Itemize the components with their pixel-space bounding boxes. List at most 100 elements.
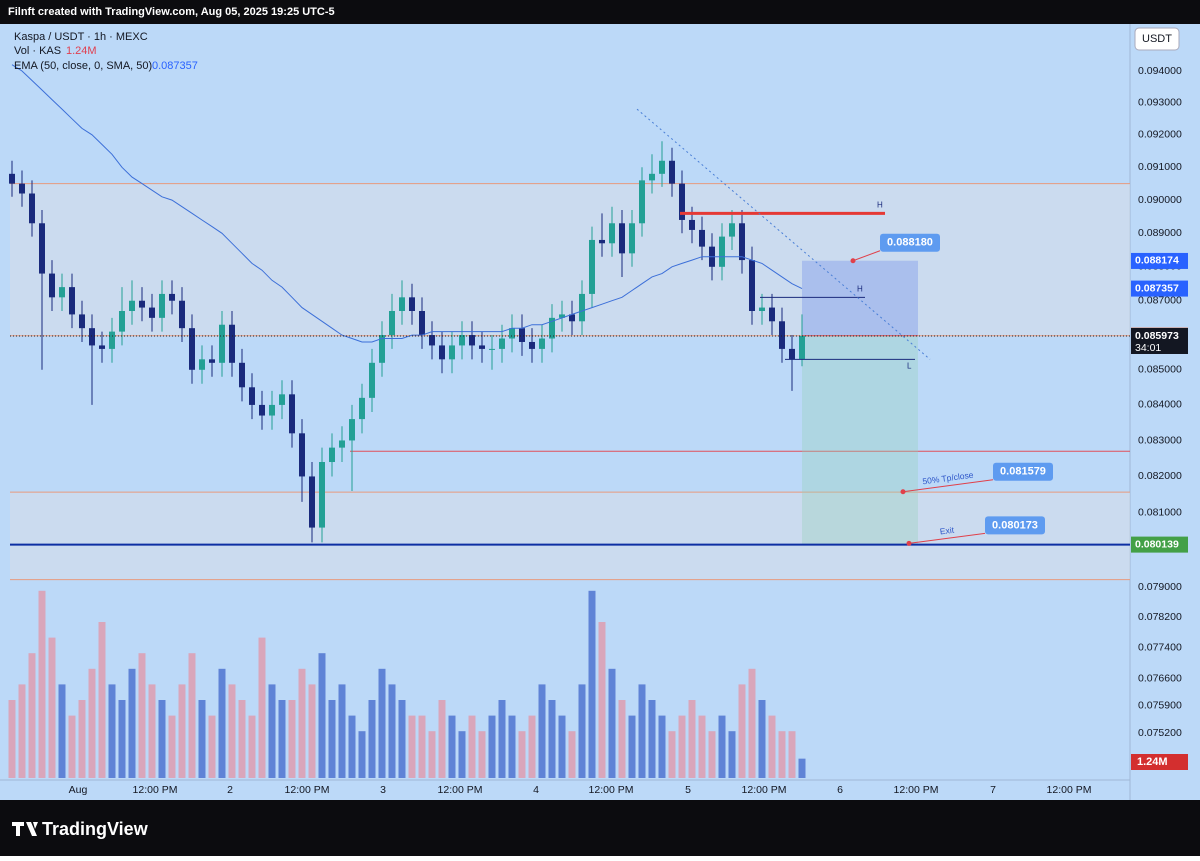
callout-label: 0.080173 [992,519,1038,531]
candle-body [239,362,245,388]
volume-bar [78,700,86,778]
legend-ema: EMA (50, close, 0, SMA, 50) [14,60,152,72]
candle-body [649,173,655,181]
candle-body [159,293,165,318]
candle-body [629,223,635,254]
callout-connector [852,250,881,262]
logo-icon [12,822,38,836]
volume-bar [468,715,476,778]
x-tick-label: 6 [837,784,843,796]
callout-anchor [906,540,912,546]
volume-bar [578,684,586,778]
volume-bar [358,731,366,778]
volume-bar [438,700,446,778]
volume-bar [618,700,626,778]
x-tick-label: 5 [685,784,691,796]
zone [10,492,1130,580]
candle-body [519,328,525,342]
candle-body [749,260,755,311]
candle-body [799,335,805,360]
volume-bar [348,715,356,778]
volume-bar [148,684,156,778]
candle-body [369,362,375,398]
candle-body [509,328,515,339]
volume-bar [368,700,376,778]
volume-bar [688,700,696,778]
price-tag-label: 0.080139 [1135,538,1179,550]
volume-bar [668,731,676,778]
y-tick-label: 0.087000 [1138,295,1182,307]
volume-bar [128,668,136,778]
volume-bar [158,700,166,778]
candle-body [429,335,435,346]
x-tick-label: 12:00 PM [285,784,330,796]
ema-line [11,64,803,343]
volume-bar [398,700,406,778]
legend-ema-value: 0.087357 [152,60,198,72]
price-tag [1131,280,1188,297]
y-tick-label: 0.094000 [1138,65,1182,77]
currency-button-label[interactable]: USDT [1142,33,1172,45]
candle-body [399,297,405,311]
volume-bar [48,637,56,778]
currency-button[interactable] [1134,27,1180,51]
callout-note: Exit [939,525,955,537]
candle-body [259,404,265,416]
candle-body [679,183,685,220]
volume-bar [528,715,536,778]
candle-body [69,287,75,315]
volume-bar [588,590,596,778]
candle-body [459,335,465,346]
candle-body [539,338,545,349]
candle-body [179,300,185,329]
price-tag [1131,536,1188,553]
price-tag-label: 0.085973 [1135,330,1179,342]
volume-bar [98,622,106,778]
volume-bar [448,715,456,778]
volume-bar [718,715,726,778]
volume-bar [208,715,216,778]
x-tick-label: 2 [227,784,233,796]
candle-body [249,387,255,405]
x-tick-label: 12:00 PM [133,784,178,796]
y-tick-label: 0.093000 [1138,97,1182,109]
candle-body [499,338,505,349]
trendline [636,108,931,360]
volume-bar [558,715,566,778]
y-tick-label: 0.079000 [1138,581,1182,593]
candle-body [219,324,225,363]
volume-bar [598,622,606,778]
candle-body [319,462,325,528]
candle-body [189,328,195,370]
volume-bar [248,715,256,778]
header: Filnft created with TradingView.com, Aug… [8,6,335,18]
x-tick-label: 12:00 PM [438,784,483,796]
candle-body [169,293,175,301]
candle-body [609,223,615,244]
x-tick-label: 7 [990,784,996,796]
candle-body [209,359,215,363]
volume-bar [328,700,336,778]
y-tick-label: 0.081000 [1138,507,1182,519]
candle-body [759,307,765,311]
candle-body [29,193,35,224]
volume-bar [698,715,706,778]
volume-bar [188,653,196,778]
volume-bar [238,700,246,778]
y-tick-label: 0.076600 [1138,672,1182,684]
volume-bar [728,731,736,778]
candle-body [59,287,65,298]
volume-bar [678,715,686,778]
candle-body [359,397,365,420]
volume-bar [508,715,516,778]
candle-body [409,297,415,311]
y-tick-label: 0.077400 [1138,642,1182,654]
y-tick-label: 0.078200 [1138,611,1182,623]
volume-bar [198,700,206,778]
candle-body [669,160,675,184]
candle-body [279,394,285,405]
volume-bar [338,684,346,778]
candle-body [419,310,425,336]
volume-bar [108,684,116,778]
price-tag [1131,327,1188,354]
